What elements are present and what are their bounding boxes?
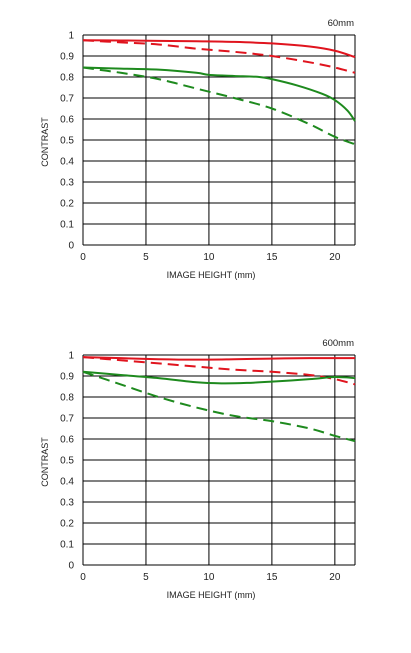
y-tick-label: 0.1: [60, 540, 74, 551]
series-line-red-solid: [82, 356, 356, 361]
series-line-red-dashed: [82, 356, 356, 386]
y-tick-label: 0.5: [60, 456, 74, 467]
y-tick-label: 0.2: [60, 199, 74, 210]
x-axis-label: IMAGE HEIGHT (mm): [167, 590, 256, 600]
y-tick-label: 0.7: [60, 414, 74, 425]
focal-length-label: 600mm: [322, 338, 354, 349]
y-tick-label: 0.3: [60, 498, 74, 509]
y-axis-label: CONTRAST: [40, 117, 50, 167]
series-line-green-solid: [82, 370, 356, 385]
x-tick-label: 5: [143, 252, 149, 263]
y-tick-label: 0.9: [60, 52, 74, 63]
y-tick-label: 0.8: [60, 73, 74, 84]
y-tick-label: 0.6: [60, 435, 74, 446]
x-tick-label: 10: [203, 572, 215, 583]
y-tick-label: 0.5: [60, 136, 74, 147]
chart-panel-2: 00.10.20.30.40.50.60.70.80.910 5 10 15 20IMA…: [40, 338, 356, 600]
y-tick-label: 0.4: [60, 477, 74, 488]
x-axis-label: IMAGE HEIGHT (mm): [167, 270, 256, 280]
x-tick-label: 10: [203, 252, 215, 263]
y-tick-label: 0.7: [60, 94, 74, 105]
y-tick-label: 0.6: [60, 115, 74, 126]
x-tick-label: 15: [266, 252, 278, 263]
x-tick-label: 0: [80, 572, 86, 583]
chart-panel-1: 00.10.20.30.40.50.60.70.80.910 5 10 15 20IMA…: [40, 18, 356, 280]
series-line-red-dashed: [82, 39, 356, 74]
y-tick-label: 0.3: [60, 178, 74, 189]
x-tick-label: 20: [329, 572, 341, 583]
y-tick-label: 0.8: [60, 393, 74, 404]
y-tick-label: 0.4: [60, 157, 74, 168]
y-tick-label: 0: [68, 241, 74, 252]
y-tick-label: 0.2: [60, 519, 74, 530]
y-tick-label: 0: [68, 561, 74, 572]
x-tick-label: 5: [143, 572, 149, 583]
y-tick-label: 0.1: [60, 220, 74, 231]
series-line-green-solid: [82, 66, 356, 122]
x-tick-label: 20: [329, 252, 341, 263]
series-line-green-dashed: [82, 66, 356, 146]
y-tick-label: 1: [68, 351, 74, 362]
series-line-red-solid: [82, 39, 356, 59]
y-tick-label: 0.9: [60, 372, 74, 383]
focal-length-label: 60mm: [328, 18, 354, 29]
x-tick-label: 15: [266, 572, 278, 583]
y-tick-label: 1: [68, 31, 74, 42]
series-line-green-dashed: [82, 370, 356, 443]
x-tick-label: 0: [80, 252, 86, 263]
y-axis-label: CONTRAST: [40, 437, 50, 487]
